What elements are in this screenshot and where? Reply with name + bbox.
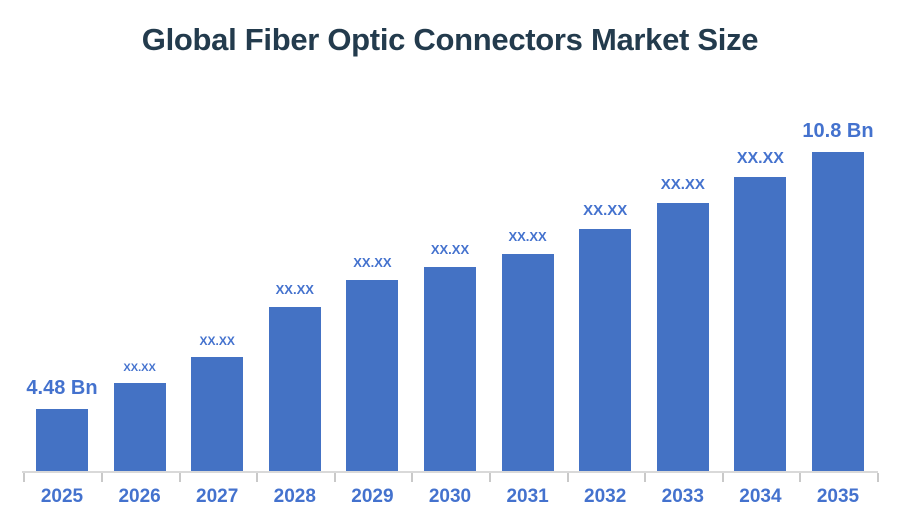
year-label-2031: 2031 bbox=[506, 486, 549, 507]
bar-value-label-2028: XX.XX bbox=[275, 282, 314, 298]
axis-tick bbox=[256, 473, 259, 482]
x-axis-line bbox=[22, 471, 878, 473]
axis-tick bbox=[411, 473, 414, 482]
year-label-2035: 2035 bbox=[816, 486, 860, 507]
axis-tick bbox=[101, 473, 103, 482]
bar-value-label-2030: XX.XX bbox=[430, 242, 470, 258]
axis-tick bbox=[721, 473, 724, 482]
axis-tick bbox=[23, 473, 26, 482]
bar-2029 bbox=[346, 280, 399, 471]
bar-2026 bbox=[113, 383, 166, 471]
bar-value-label-2034: XX.XX bbox=[736, 149, 784, 167]
bar-value-label-2025: 4.48 Bn bbox=[26, 377, 98, 399]
bar-value-label-2035: 10.8 Bn bbox=[802, 120, 874, 142]
bar-2032 bbox=[579, 229, 632, 471]
year-label-2032: 2032 bbox=[584, 486, 627, 507]
axis-tick bbox=[333, 473, 336, 482]
axis-tick bbox=[178, 473, 181, 482]
year-label-2027: 2027 bbox=[196, 486, 239, 507]
bar-2027 bbox=[191, 357, 244, 471]
bar-2028 bbox=[268, 307, 321, 471]
bar-value-label-2031: XX.XX bbox=[508, 229, 547, 245]
axis-tick bbox=[566, 473, 569, 482]
bar-2025 bbox=[36, 409, 88, 471]
year-label-2025: 2025 bbox=[40, 486, 84, 507]
bar-value-label-2027: XX.XX bbox=[199, 333, 235, 348]
axis-tick bbox=[877, 473, 879, 482]
year-label-2028: 2028 bbox=[273, 486, 316, 507]
bar-2031 bbox=[501, 254, 554, 471]
bar-value-label-2033: XX.XX bbox=[660, 176, 705, 193]
bar-2033 bbox=[656, 203, 709, 471]
bar-value-label-2026: XX.XX bbox=[123, 361, 156, 374]
bar-value-label-2032: XX.XX bbox=[583, 202, 628, 219]
axis-tick bbox=[799, 473, 802, 482]
bar-2035 bbox=[812, 152, 864, 471]
bar-value-label-2029: XX.XX bbox=[353, 255, 392, 271]
year-label-2026: 2026 bbox=[118, 486, 161, 507]
year-label-2029: 2029 bbox=[351, 486, 394, 507]
year-label-2034: 2034 bbox=[739, 486, 782, 507]
chart-title: Global Fiber Optic Connectors Market Siz… bbox=[141, 22, 759, 57]
year-label-2030: 2030 bbox=[428, 486, 472, 507]
bar-2034 bbox=[734, 177, 787, 471]
axis-tick bbox=[644, 473, 647, 482]
bar-2030 bbox=[424, 267, 476, 471]
axis-tick bbox=[489, 473, 491, 482]
year-label-2033: 2033 bbox=[661, 486, 704, 507]
